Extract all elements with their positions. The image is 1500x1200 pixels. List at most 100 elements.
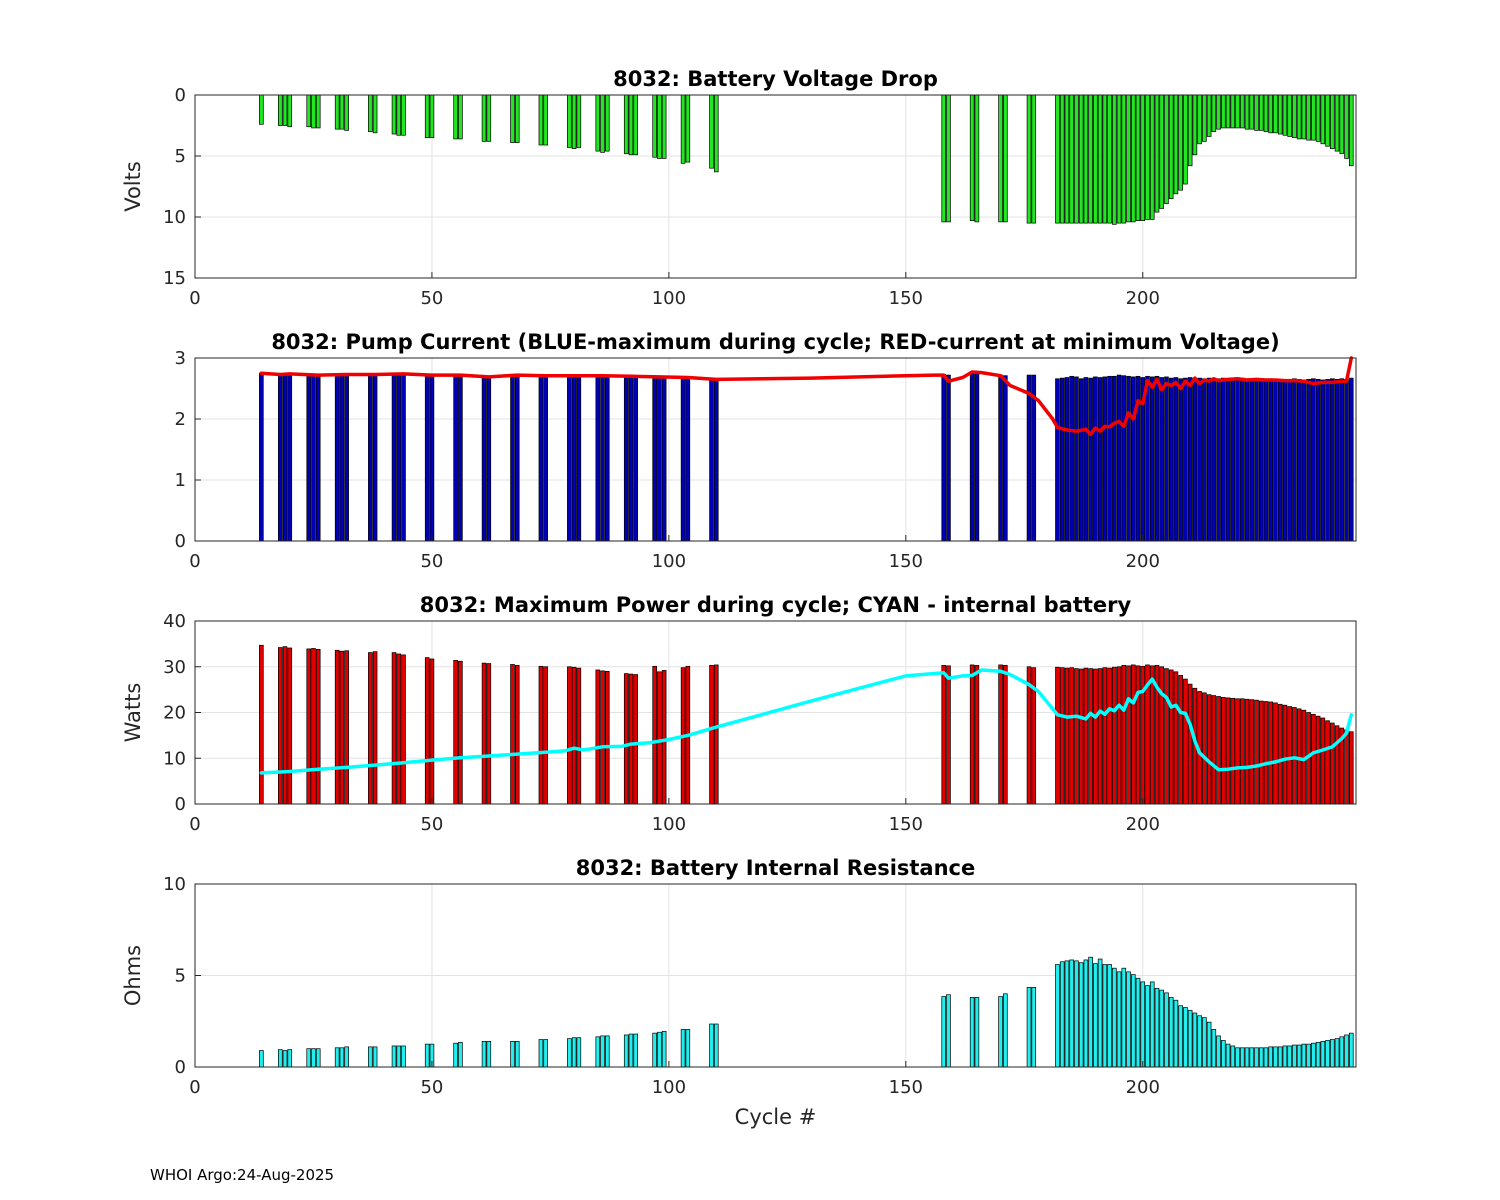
bar [1334, 379, 1340, 542]
bar [1183, 94, 1188, 185]
y-tick-label: 40 [163, 611, 186, 632]
bar [1116, 666, 1122, 805]
bar [1348, 94, 1354, 167]
bar [282, 1050, 288, 1068]
bar [657, 671, 662, 805]
bar [1107, 94, 1112, 224]
x-tick-label: 200 [1126, 1077, 1160, 1098]
panel-internal-resistance: 0 50 100 150 200 0 5 10 8032: Battery Internal R… [121, 856, 1357, 1129]
bar [458, 1041, 463, 1068]
bar [1126, 94, 1131, 223]
bar [1216, 1035, 1221, 1068]
x-tick-label: 100 [652, 288, 686, 309]
bar [1339, 378, 1345, 542]
bar [339, 1047, 345, 1068]
bar [1287, 379, 1292, 542]
bar [1268, 94, 1274, 134]
bar [713, 664, 719, 805]
bar [1268, 378, 1274, 542]
bar [306, 648, 312, 805]
bar [259, 372, 264, 542]
bar [1344, 379, 1349, 542]
bar [1102, 94, 1108, 224]
x-tick-label: 200 [1126, 288, 1160, 309]
bar [1230, 697, 1236, 805]
bar [1026, 374, 1032, 542]
bar [1344, 1034, 1349, 1068]
bar [652, 665, 657, 805]
bar [391, 94, 397, 135]
bar [652, 376, 657, 542]
bar [1277, 1046, 1283, 1068]
bar [1178, 94, 1183, 191]
bar [1206, 1021, 1212, 1068]
bar [372, 651, 378, 805]
bar [1348, 731, 1354, 805]
bar [1320, 717, 1326, 805]
bar [576, 1037, 582, 1068]
bar [1026, 987, 1032, 1068]
bar [1221, 94, 1226, 129]
bar [1121, 375, 1127, 542]
bar [1112, 94, 1117, 225]
bar [1173, 94, 1179, 195]
bar [1078, 962, 1084, 1068]
bar [1330, 1039, 1335, 1068]
bar [941, 996, 947, 1068]
bar [1306, 94, 1311, 141]
bar [941, 94, 947, 223]
bar [1263, 1047, 1269, 1068]
bar [1121, 665, 1127, 805]
bar [1211, 94, 1217, 132]
bar [628, 94, 634, 156]
bar [1055, 964, 1060, 1068]
bar [1164, 376, 1169, 542]
bar [1249, 699, 1255, 805]
bar [1074, 376, 1079, 542]
bar [946, 665, 951, 805]
bar [1221, 377, 1226, 542]
bar [1183, 678, 1188, 805]
bar [1249, 94, 1255, 130]
bar [1330, 378, 1335, 542]
bar [657, 1031, 662, 1068]
bar [709, 665, 714, 805]
bar [344, 1046, 349, 1068]
bar [1173, 999, 1179, 1068]
bar [1202, 1017, 1207, 1068]
bar [1225, 1043, 1231, 1068]
y-tick-label: 0 [175, 85, 186, 106]
bar [1116, 971, 1122, 1068]
bar [998, 996, 1003, 1068]
bar [1258, 700, 1264, 805]
bar [1301, 379, 1307, 542]
bar [1315, 1041, 1321, 1068]
bar [941, 374, 947, 542]
bar [1074, 668, 1079, 805]
x-tick-label: 0 [189, 551, 200, 572]
bar [623, 673, 629, 805]
bar [1325, 1040, 1330, 1068]
bar [311, 1048, 316, 1068]
bar [623, 1034, 629, 1068]
bar [1325, 94, 1330, 147]
bar [1140, 94, 1146, 222]
bar [429, 658, 435, 805]
bar [1202, 378, 1207, 542]
bar [1244, 698, 1250, 805]
x-tick-label: 200 [1126, 551, 1160, 572]
series-line [259, 668, 1354, 775]
bar [344, 374, 349, 542]
bar [685, 377, 691, 542]
bar [604, 1035, 610, 1068]
bar [1112, 967, 1117, 1068]
bar [1273, 379, 1278, 542]
bar [429, 94, 435, 139]
bar [401, 1045, 406, 1068]
y-tick-label: 5 [175, 146, 186, 167]
bar [1088, 956, 1093, 1068]
bar [1325, 720, 1330, 805]
bar [1206, 694, 1212, 805]
bar [1126, 971, 1131, 1068]
